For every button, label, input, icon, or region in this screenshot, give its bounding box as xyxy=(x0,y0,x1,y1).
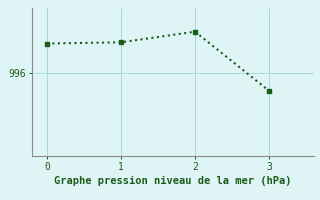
X-axis label: Graphe pression niveau de la mer (hPa): Graphe pression niveau de la mer (hPa) xyxy=(54,176,292,186)
